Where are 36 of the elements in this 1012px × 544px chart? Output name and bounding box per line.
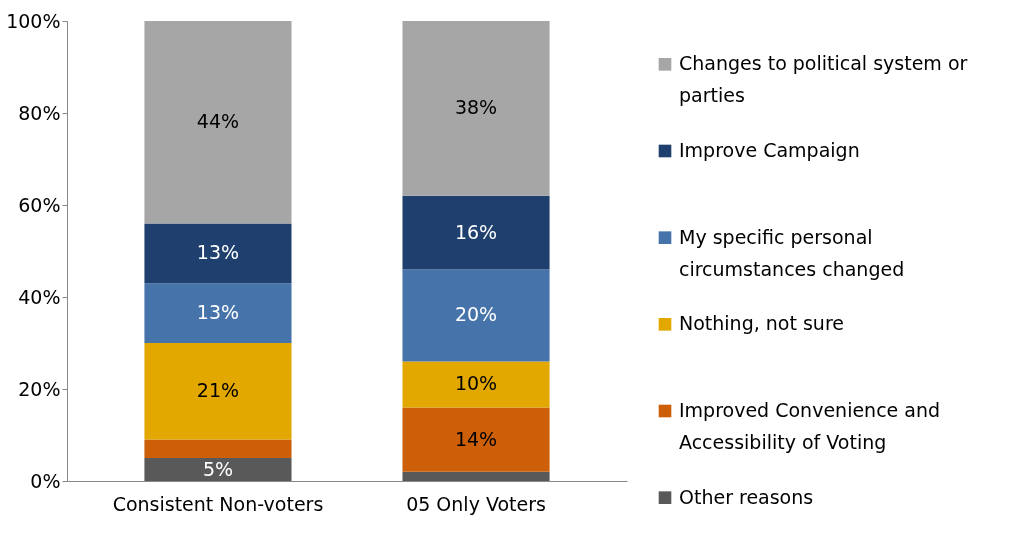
y-tick-label: 20% (18, 377, 61, 400)
bar (402, 407, 550, 472)
y-tick-label: 80% (18, 101, 61, 124)
bar (402, 471, 550, 481)
bar (402, 269, 550, 362)
bar (144, 223, 292, 284)
legend-label: Improve Campaign (679, 139, 860, 161)
y-tick-label: 100% (6, 9, 61, 32)
y-tick-label: 60% (18, 193, 61, 216)
x-tick-label: Consistent Non-voters (112, 492, 324, 515)
bar (402, 361, 550, 408)
data-label: 20% (454, 303, 498, 326)
data-label: 13% (196, 241, 240, 264)
data-label: 44% (196, 110, 240, 133)
data-label: 21% (196, 379, 240, 402)
data-label: 10% (454, 372, 498, 395)
bar (144, 343, 292, 440)
legend-label: Nothing, not sure (679, 312, 844, 335)
bar (144, 439, 292, 458)
data-label: 16% (454, 220, 498, 243)
y-tick-label: 40% (18, 285, 61, 308)
data-label: 13% (196, 301, 240, 324)
legend-label: Improved Convenience and Accessibility of Voting (679, 399, 941, 453)
data-label: 5% (202, 457, 234, 480)
bar (402, 195, 550, 270)
bar (402, 21, 550, 196)
bar (144, 21, 292, 224)
legend-label: Changes to political system or parties (679, 52, 968, 107)
legend-label: My specific personal circumstances changed (679, 225, 905, 280)
data-label: 14% (454, 427, 498, 450)
x-tick-label: 05 Only Voters (406, 492, 546, 515)
bar (144, 458, 292, 481)
data-label: 38% (454, 96, 498, 119)
y-tick-label: 0% (30, 469, 61, 492)
bar (144, 283, 292, 343)
legend-label: Other reasons (679, 485, 814, 508)
